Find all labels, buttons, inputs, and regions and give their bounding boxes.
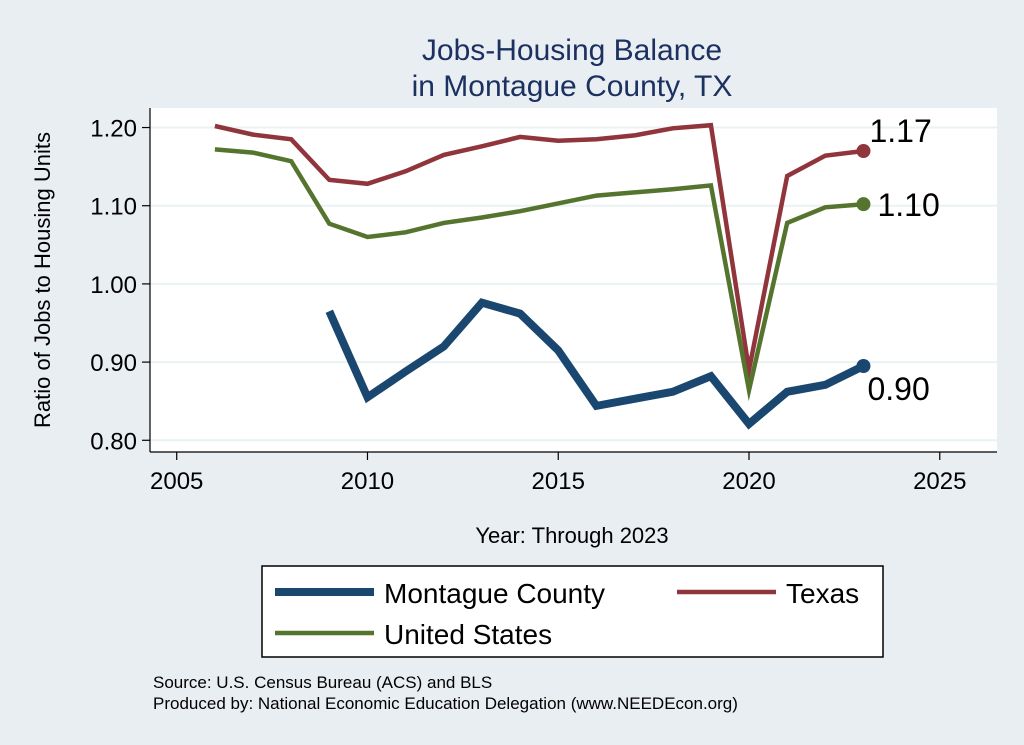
chart-title-line2: in Montague County, TX (412, 70, 733, 103)
legend-label-montague-county: Montague County (384, 578, 605, 609)
x-axis: 2005 2010 2015 2020 2025 (150, 452, 966, 495)
y-tick-label: 1.10 (90, 194, 137, 221)
chart-title-line1: Jobs-Housing Balance (422, 34, 722, 67)
legend-label-united-states: United States (384, 619, 552, 650)
x-tick-label: 2010 (341, 468, 394, 495)
source-note: Source: U.S. Census Bureau (ACS) and BLS (153, 673, 492, 692)
end-marker-texas (856, 144, 871, 158)
x-tick-label: 2015 (532, 468, 585, 495)
legend-label-texas: Texas (786, 578, 859, 609)
produced-by-note: Produced by: National Economic Education… (153, 694, 738, 713)
end-label-texas: 1.17 (869, 113, 931, 149)
end-label-montague-county: 0.90 (867, 371, 929, 407)
series-group (214, 122, 871, 430)
end-marker-montague-county (856, 359, 871, 373)
x-tick-label: 2020 (722, 468, 775, 495)
x-tick-label: 2025 (913, 468, 966, 495)
y-tick-label: 1.00 (90, 272, 137, 299)
end-marker-united-states (856, 197, 871, 212)
series-line-montague-county (325, 298, 866, 430)
y-tick-label: 1.20 (90, 116, 137, 143)
series-line-united-states (214, 147, 864, 402)
x-tick-label: 2005 (150, 468, 203, 495)
y-axis-title: Ratio of Jobs to Housing Units (30, 132, 55, 428)
end-label-united-states: 1.10 (877, 187, 939, 223)
legend: Montague County Texas United States (261, 565, 884, 658)
end-labels: 1.17 1.10 0.90 (867, 113, 939, 407)
series-line-texas (214, 122, 864, 383)
legend-box (261, 565, 884, 658)
y-tick-label: 0.90 (90, 350, 137, 377)
y-axis: 0.80 0.90 1.00 1.10 1.20 (90, 116, 150, 455)
x-axis-title: Year: Through 2023 (475, 523, 668, 548)
y-tick-label: 0.80 (90, 428, 137, 455)
grid-lines (150, 126, 997, 442)
